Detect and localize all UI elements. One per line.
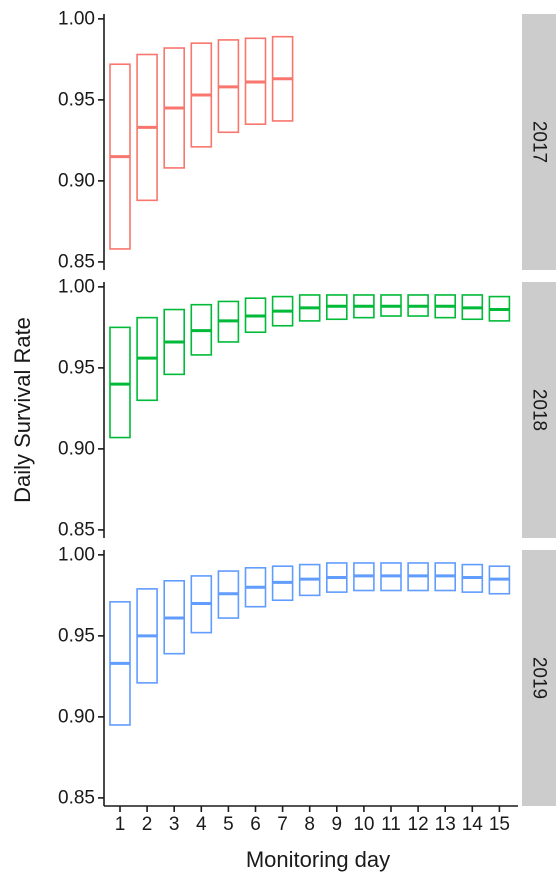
x-axis-title: Monitoring day — [246, 847, 390, 872]
y-tick-label: 0.95 — [58, 357, 95, 378]
facet-strip — [522, 550, 556, 806]
panel-2018: 2018 0.85 0.90 0.95 1.00 — [58, 276, 556, 540]
y-tick-label: 0.95 — [58, 89, 95, 110]
x-tick-label: 5 — [223, 814, 234, 835]
box-day-1 — [109, 326, 131, 439]
x-tick-label: 3 — [169, 814, 180, 835]
panel-2017: 2017 0.85 0.90 0.95 1.00 — [58, 8, 556, 272]
x-tick-label: 10 — [353, 814, 374, 835]
x-tick-label: 6 — [250, 814, 261, 835]
y-tick-label: 1.00 — [58, 8, 95, 29]
y-tick-label: 0.90 — [58, 706, 95, 727]
x-tick-label: 11 — [381, 814, 401, 835]
x-tick-label: 15 — [489, 814, 510, 835]
x-tick-label: 9 — [332, 814, 343, 835]
facet-panels: 2017 0.85 0.90 0.95 1.00 2018 0.85 0.90 0.95 1.00… — [58, 8, 556, 835]
facet-label: 2017 — [529, 121, 550, 163]
x-tick-label: 2 — [142, 814, 153, 835]
x-tick-label: 14 — [462, 814, 484, 835]
y-axis-title: Daily Survival Rate — [10, 317, 35, 503]
facet-strip — [522, 282, 556, 538]
x-tick-label: 13 — [435, 814, 456, 835]
x-tick-label: 4 — [196, 814, 207, 835]
y-tick-label: 0.85 — [58, 251, 95, 272]
y-tick-label: 0.90 — [58, 438, 95, 459]
y-tick-label: 1.00 — [58, 544, 95, 565]
x-tick-label: 7 — [277, 814, 288, 835]
y-tick-label: 0.90 — [58, 170, 95, 191]
y-tick-label: 0.95 — [58, 625, 95, 646]
x-tick-label: 1 — [115, 814, 126, 835]
facet-label: 2018 — [529, 389, 550, 431]
x-tick-label: 12 — [408, 814, 429, 835]
y-tick-label: 0.85 — [58, 519, 95, 540]
facet-label: 2019 — [529, 657, 550, 699]
y-tick-label: 1.00 — [58, 276, 95, 297]
y-tick-label: 0.85 — [58, 787, 95, 808]
x-tick-label: 8 — [304, 814, 315, 835]
facet-strip — [522, 14, 556, 270]
